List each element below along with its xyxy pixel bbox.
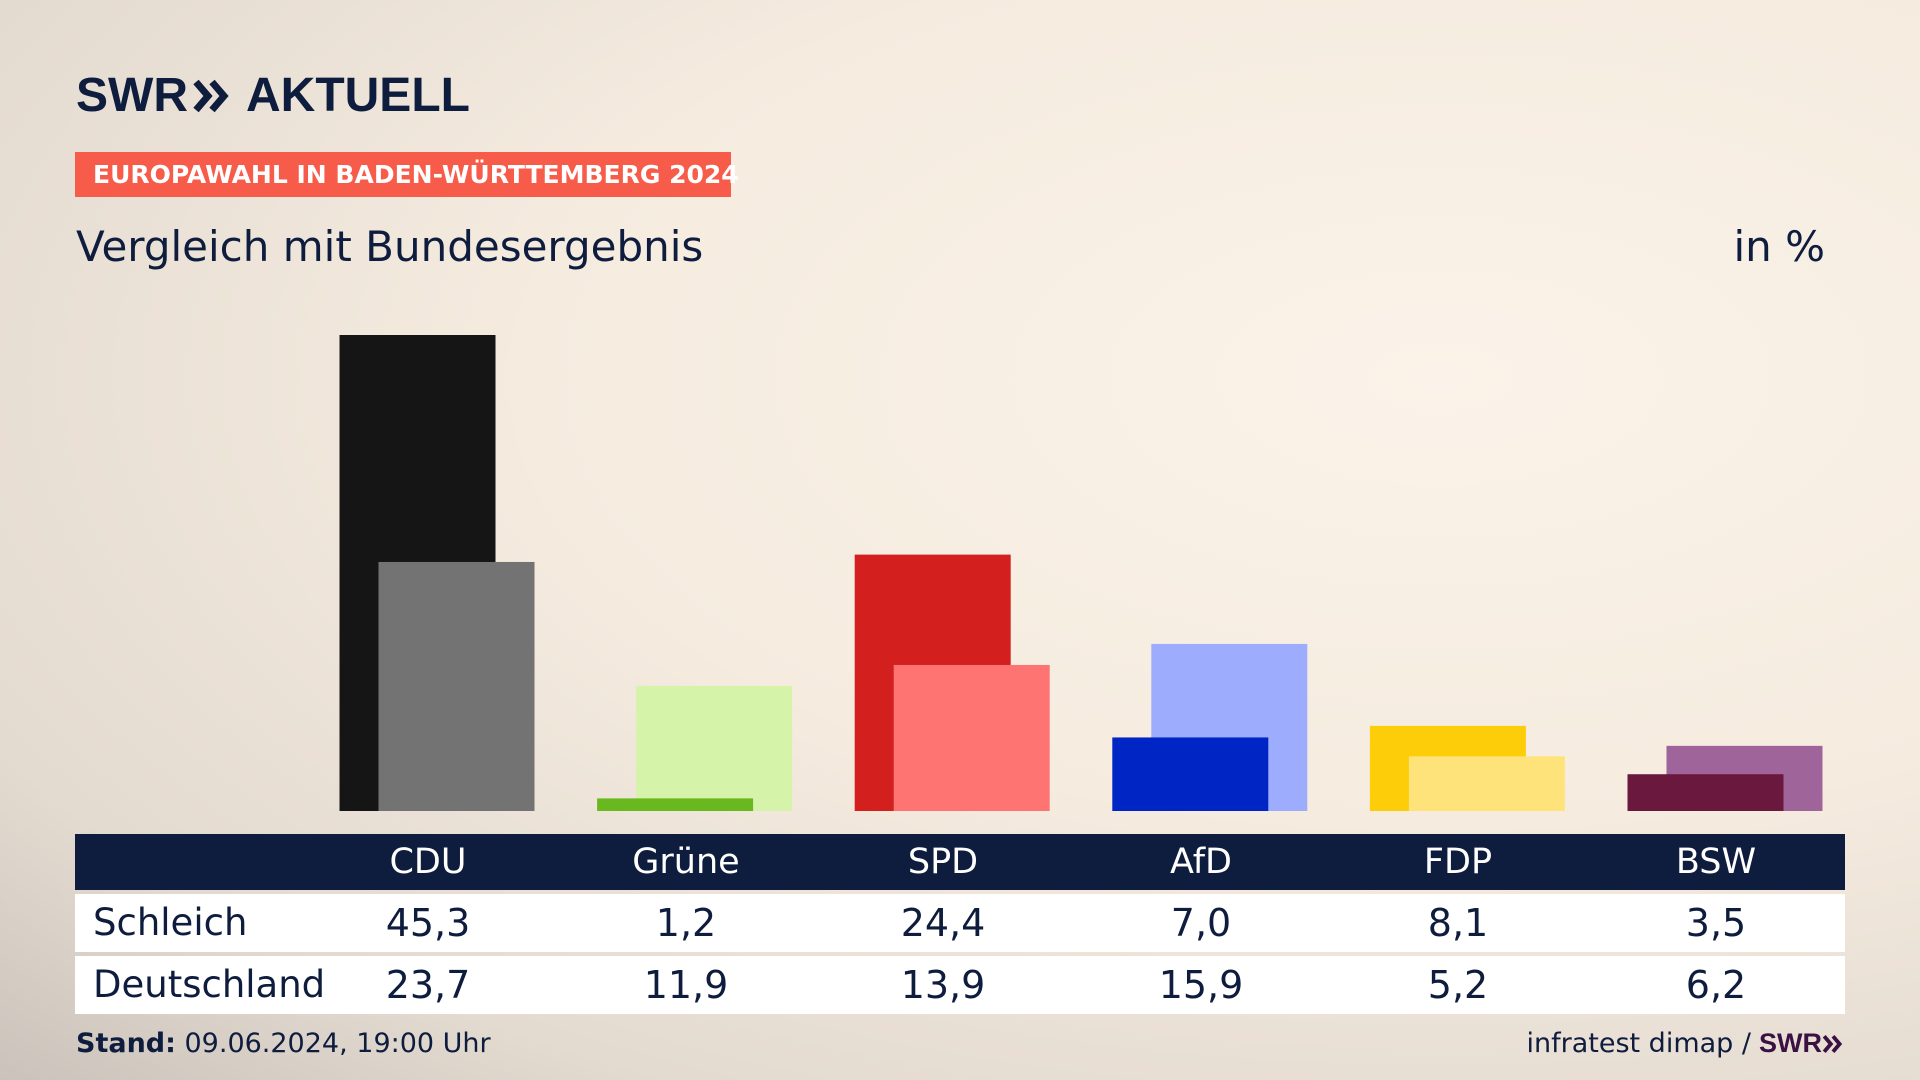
bar-schleich-bsw (1627, 774, 1784, 811)
cell-schleich-spd: 24,4 (900, 901, 986, 945)
footer-swr-logo: SWR (1759, 1028, 1822, 1058)
table-row: Deutschland 23,7 11,9 13,9 15,9 5,2 6,2 (75, 956, 1845, 1014)
election-badge: EUROPAWAHL IN BADEN-WÜRTTEMBERG 2024 (75, 152, 739, 197)
bar-deutschland-spd (893, 664, 1050, 811)
cell-schleich-cdu: 45,3 (385, 901, 471, 945)
source-credit: infratest dimap / SWR (1526, 1028, 1844, 1059)
cell-deutschland-cdu: 23,7 (385, 963, 471, 1007)
bar-chart (339, 335, 1823, 811)
cell-schleich-gruene: 1,2 (655, 901, 717, 945)
header-spd: SPD (907, 842, 979, 882)
stand-label: Stand: (76, 1028, 176, 1059)
cell-deutschland-bsw: 6,2 (1685, 963, 1747, 1007)
cell-deutschland-gruene: 11,9 (643, 963, 729, 1007)
chart-subtitle: Vergleich mit Bundesergebnis (76, 222, 704, 271)
cell-schleich-afd: 7,0 (1170, 901, 1232, 945)
stand-timestamp: Stand: 09.06.2024, 19:00 Uhr (76, 1028, 491, 1059)
source-text: infratest dimap / (1526, 1028, 1751, 1059)
bar-deutschland-cdu (378, 561, 535, 811)
bar-deutschland-gruene (636, 685, 793, 811)
header-bsw: BSW (1675, 842, 1757, 882)
stand-value: 09.06.2024, 19:00 Uhr (175, 1028, 491, 1059)
bar-schleich-afd (1112, 737, 1269, 811)
chevron-double-right-icon (1822, 1034, 1843, 1053)
table-header-row: CDU Grüne SPD AfD FDP BSW (75, 834, 1845, 890)
row-label-deutschland: Deutschland (93, 963, 326, 1006)
bar-deutschland-fdp (1408, 756, 1565, 811)
bar-schleich-gruene (597, 798, 754, 811)
header-afd: AfD (1170, 842, 1232, 882)
header-fdp: FDP (1423, 842, 1493, 882)
row-label-schleich: Schleich (93, 901, 248, 944)
logo-aktuell-text: AKTUELL (245, 69, 470, 122)
cell-deutschland-afd: 15,9 (1158, 963, 1244, 1007)
cell-schleich-fdp: 8,1 (1427, 901, 1489, 945)
chevron-double-right-icon (193, 79, 229, 112)
header-cdu: CDU (389, 842, 467, 882)
cell-deutschland-fdp: 5,2 (1427, 963, 1489, 1007)
header-gruene: Grüne (632, 842, 740, 882)
logo-swr-text: SWR (76, 69, 188, 122)
cell-deutschland-spd: 13,9 (900, 963, 986, 1007)
table-row: Schleich 45,3 1,2 24,4 7,0 8,1 3,5 (75, 894, 1845, 952)
unit-label: in % (1733, 222, 1825, 271)
swr-aktuell-logo: SWR AKTUELL (76, 68, 470, 123)
results-table: CDU Grüne SPD AfD FDP BSW Schleich 45,3 … (75, 834, 1845, 1014)
cell-schleich-bsw: 3,5 (1685, 901, 1747, 945)
